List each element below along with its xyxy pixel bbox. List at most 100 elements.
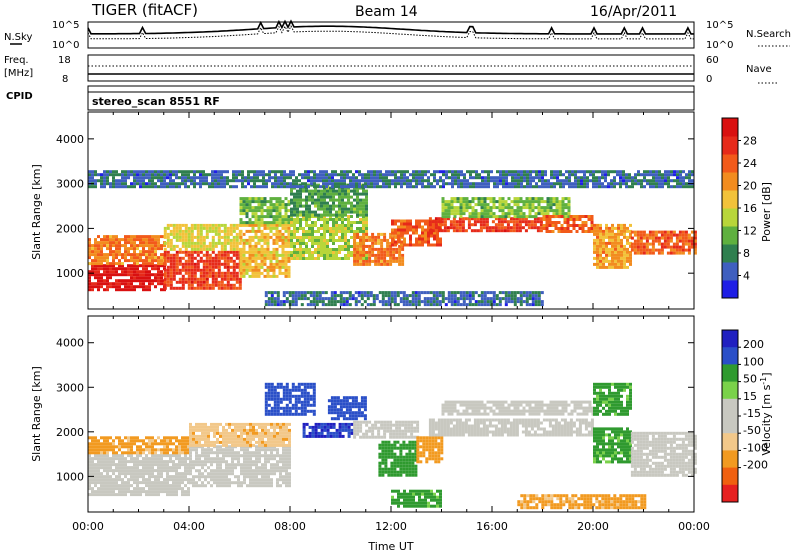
power-cell (178, 256, 182, 260)
power-cell (311, 239, 314, 242)
power-cell (270, 294, 274, 298)
power-cell (242, 274, 246, 278)
velocity-cell (178, 460, 181, 464)
power-cell (184, 247, 188, 251)
velocity-cell (115, 466, 118, 470)
power-cell (121, 170, 124, 174)
power-cell (139, 241, 142, 245)
power-cell (284, 203, 288, 207)
power-cell (118, 173, 121, 177)
power-cell (299, 224, 302, 227)
power-cell (133, 241, 136, 245)
power-cell (266, 209, 270, 213)
power-cell (157, 270, 160, 274)
power-cell (106, 259, 109, 263)
velocity-cell (121, 445, 124, 449)
power-cell (368, 259, 372, 263)
power-cell (399, 297, 403, 301)
power-cell (199, 241, 203, 245)
power-cell (408, 300, 412, 304)
power-cell (232, 176, 235, 180)
power-cell (169, 283, 173, 287)
power-cell (281, 238, 285, 242)
power-cell (619, 179, 622, 183)
power-cell (500, 223, 504, 227)
power-cell (526, 173, 529, 177)
power-cell (642, 236, 646, 240)
power-cell (248, 235, 252, 239)
velocity-cell (139, 439, 142, 443)
power-cell (471, 303, 475, 307)
power-cell (163, 274, 167, 278)
power-cell (163, 244, 166, 248)
power-cell (353, 210, 356, 214)
velocity-cell (246, 448, 249, 452)
power-cell (288, 300, 292, 304)
power-cell (133, 176, 136, 180)
power-cell (317, 201, 320, 205)
power-cell (284, 209, 288, 213)
power-cell (553, 173, 556, 177)
power-cell (217, 185, 220, 189)
power-cell (220, 271, 224, 275)
power-cell (157, 244, 160, 248)
power-cell (453, 209, 457, 213)
power-cell (235, 179, 238, 183)
power-cell (505, 176, 508, 180)
power-cell (578, 215, 582, 218)
power-cell (276, 291, 280, 295)
power-cell (352, 182, 355, 186)
power-cell (459, 203, 463, 207)
power-cell (341, 201, 344, 205)
velocity-cell (252, 454, 255, 458)
power-cell (356, 213, 359, 217)
power-cell (345, 303, 349, 307)
power-cell (217, 173, 220, 177)
power-cell (248, 241, 252, 245)
power-cell (503, 229, 507, 233)
power-cell (341, 207, 344, 211)
power-cell (100, 282, 103, 286)
power-cell (329, 218, 332, 221)
power-cell (433, 170, 436, 174)
velocity-cell (88, 460, 91, 464)
power-cell (532, 170, 535, 174)
power-cell (623, 235, 626, 239)
power-cell (428, 220, 432, 224)
power-cell (604, 170, 607, 174)
power-cell (106, 267, 109, 271)
power-cell (333, 294, 337, 298)
power-cell (211, 223, 215, 227)
velocity-cell (222, 454, 225, 458)
power-cell (394, 179, 397, 183)
power-cell (481, 170, 484, 174)
power-cell (628, 173, 631, 177)
power-cell (97, 179, 100, 183)
power-cell (389, 259, 393, 263)
power-cell (130, 244, 133, 248)
power-cell (329, 248, 332, 251)
power-cell (387, 303, 391, 307)
power-cell (424, 173, 427, 177)
power-cell (103, 173, 106, 177)
power-cell (326, 257, 329, 260)
velocity-cell (88, 481, 91, 485)
power-cell (415, 225, 418, 229)
power-cell (507, 212, 511, 216)
power-cell (254, 232, 258, 236)
power-cell (383, 235, 387, 239)
velocity-cell (103, 475, 106, 479)
power-cell (127, 250, 130, 254)
velocity-cell (106, 469, 109, 473)
power-cell (512, 229, 516, 233)
velocity-cell (112, 490, 115, 494)
power-cell (613, 182, 616, 186)
power-cell (581, 227, 585, 230)
power-cell (317, 254, 320, 257)
power-cell (232, 283, 236, 287)
power-cell (319, 185, 322, 189)
power-cell (106, 270, 109, 274)
power-cell (118, 282, 121, 286)
power-cell (145, 267, 148, 271)
power-cell (325, 176, 328, 180)
